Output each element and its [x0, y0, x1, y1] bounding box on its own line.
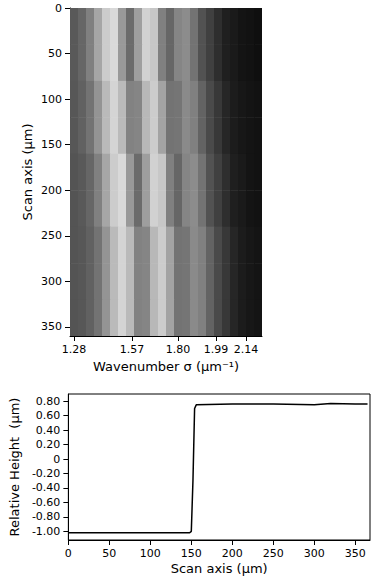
svg-text:Wavenumber σ (μm⁻¹): Wavenumber σ (μm⁻¹) [93, 359, 239, 374]
svg-text:350: 350 [41, 320, 62, 333]
svg-text:-1.00: -1.00 [32, 525, 60, 538]
svg-text:50: 50 [48, 47, 62, 60]
svg-text:1.57: 1.57 [120, 343, 145, 356]
svg-text:250: 250 [41, 229, 62, 242]
svg-text:150: 150 [41, 138, 62, 151]
svg-text:1.80: 1.80 [166, 343, 191, 356]
svg-text:Relative Height (μm): Relative Height (μm) [7, 398, 22, 537]
svg-text:0.80: 0.80 [36, 395, 61, 408]
svg-text:-0.40: -0.40 [32, 481, 60, 494]
svg-text:50: 50 [102, 547, 116, 560]
svg-text:300: 300 [304, 547, 325, 560]
svg-text:0: 0 [65, 547, 72, 560]
svg-text:0: 0 [55, 2, 62, 15]
svg-text:100: 100 [41, 93, 62, 106]
svg-text:-0.60: -0.60 [32, 496, 60, 509]
svg-text:150: 150 [181, 547, 202, 560]
svg-text:250: 250 [263, 547, 284, 560]
svg-text:0.20: 0.20 [36, 438, 61, 451]
svg-text:300: 300 [41, 275, 62, 288]
svg-text:200: 200 [222, 547, 243, 560]
svg-text:100: 100 [140, 547, 161, 560]
svg-text:1.99: 1.99 [204, 343, 229, 356]
svg-text:0.60: 0.60 [36, 409, 61, 422]
svg-text:Scan axis (μm): Scan axis (μm) [171, 561, 268, 576]
svg-text:-0.80: -0.80 [32, 510, 60, 523]
svg-text:200: 200 [41, 184, 62, 197]
svg-text:Scan axis (μm): Scan axis (μm) [20, 124, 35, 221]
svg-text:2.14: 2.14 [234, 343, 259, 356]
svg-text:0: 0 [53, 453, 60, 466]
svg-text:-0.20: -0.20 [32, 467, 60, 480]
svg-text:350: 350 [345, 547, 366, 560]
svg-text:0.40: 0.40 [36, 424, 61, 437]
svg-text:1.28: 1.28 [62, 343, 87, 356]
